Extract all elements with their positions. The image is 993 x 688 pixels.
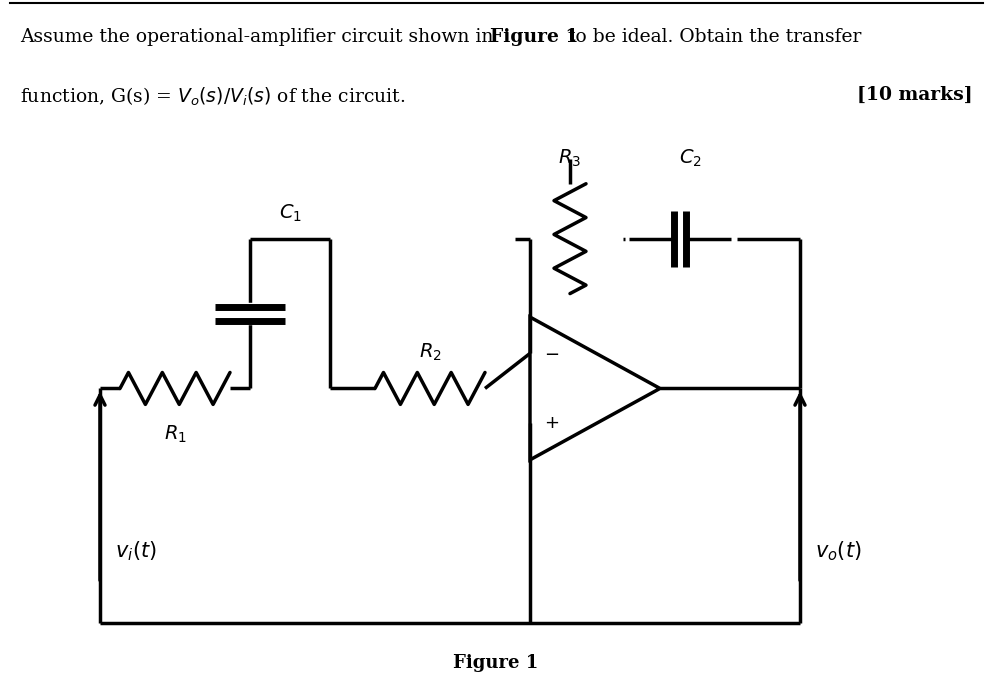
Text: $\mathit{v_o(t)}$: $\mathit{v_o(t)}$ bbox=[815, 539, 862, 563]
Text: Assume the operational-amplifier circuit shown in: Assume the operational-amplifier circuit… bbox=[20, 28, 499, 46]
Text: $\mathit{v_i(t)}$: $\mathit{v_i(t)}$ bbox=[115, 539, 157, 563]
Text: [10 marks]: [10 marks] bbox=[857, 86, 973, 104]
Text: $-$: $-$ bbox=[544, 345, 559, 363]
Text: $\mathit{R_2}$: $\mathit{R_2}$ bbox=[419, 342, 442, 363]
Text: to be ideal. Obtain the transfer: to be ideal. Obtain the transfer bbox=[562, 28, 861, 46]
Text: $\mathit{C_2}$: $\mathit{C_2}$ bbox=[678, 147, 701, 169]
Text: $\mathit{R_1}$: $\mathit{R_1}$ bbox=[164, 423, 187, 444]
Text: function, G(s) = $\mathit{V_o(s)/V_i(s)}$ of the circuit.: function, G(s) = $\mathit{V_o(s)/V_i(s)}… bbox=[20, 86, 405, 108]
Text: $+$: $+$ bbox=[544, 414, 559, 433]
Text: $\mathit{C_1}$: $\mathit{C_1}$ bbox=[278, 202, 302, 224]
Text: Figure 1: Figure 1 bbox=[454, 654, 538, 672]
Text: $\mathit{R_3}$: $\mathit{R_3}$ bbox=[558, 147, 582, 169]
Text: Figure 1: Figure 1 bbox=[490, 28, 579, 46]
